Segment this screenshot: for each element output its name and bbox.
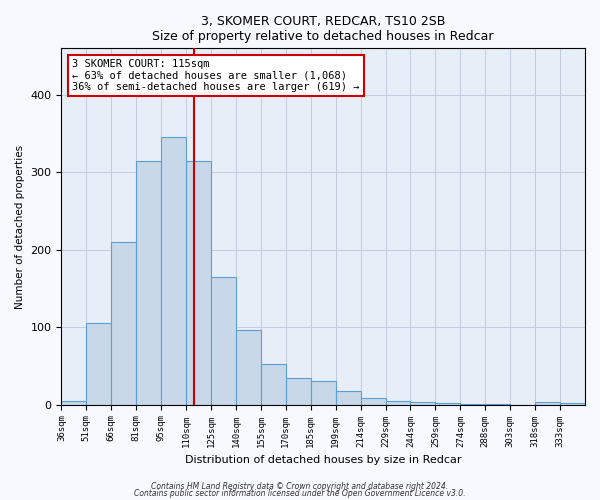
X-axis label: Distribution of detached houses by size in Redcar: Distribution of detached houses by size … <box>185 455 461 465</box>
Bar <box>61 401 86 404</box>
Title: 3, SKOMER COURT, REDCAR, TS10 2SB
Size of property relative to detached houses i: 3, SKOMER COURT, REDCAR, TS10 2SB Size o… <box>152 15 494 43</box>
Text: Contains public sector information licensed under the Open Government Licence v3: Contains public sector information licen… <box>134 490 466 498</box>
Bar <box>236 330 261 404</box>
Bar <box>335 390 361 404</box>
Bar <box>261 364 286 405</box>
Bar <box>111 242 136 404</box>
Y-axis label: Number of detached properties: Number of detached properties <box>15 144 25 308</box>
Text: Contains HM Land Registry data © Crown copyright and database right 2024.: Contains HM Land Registry data © Crown c… <box>151 482 449 491</box>
Bar <box>386 401 410 404</box>
Bar <box>410 402 436 404</box>
Bar <box>311 382 335 404</box>
Bar <box>436 403 460 404</box>
Bar <box>535 402 560 404</box>
Bar <box>136 160 161 404</box>
Bar <box>86 324 111 404</box>
Bar <box>560 403 585 404</box>
Bar <box>286 378 311 404</box>
Bar <box>361 398 386 404</box>
Bar <box>211 277 236 404</box>
Bar <box>161 138 186 404</box>
Bar <box>186 160 211 404</box>
Text: 3 SKOMER COURT: 115sqm
← 63% of detached houses are smaller (1,068)
36% of semi-: 3 SKOMER COURT: 115sqm ← 63% of detached… <box>72 59 359 92</box>
